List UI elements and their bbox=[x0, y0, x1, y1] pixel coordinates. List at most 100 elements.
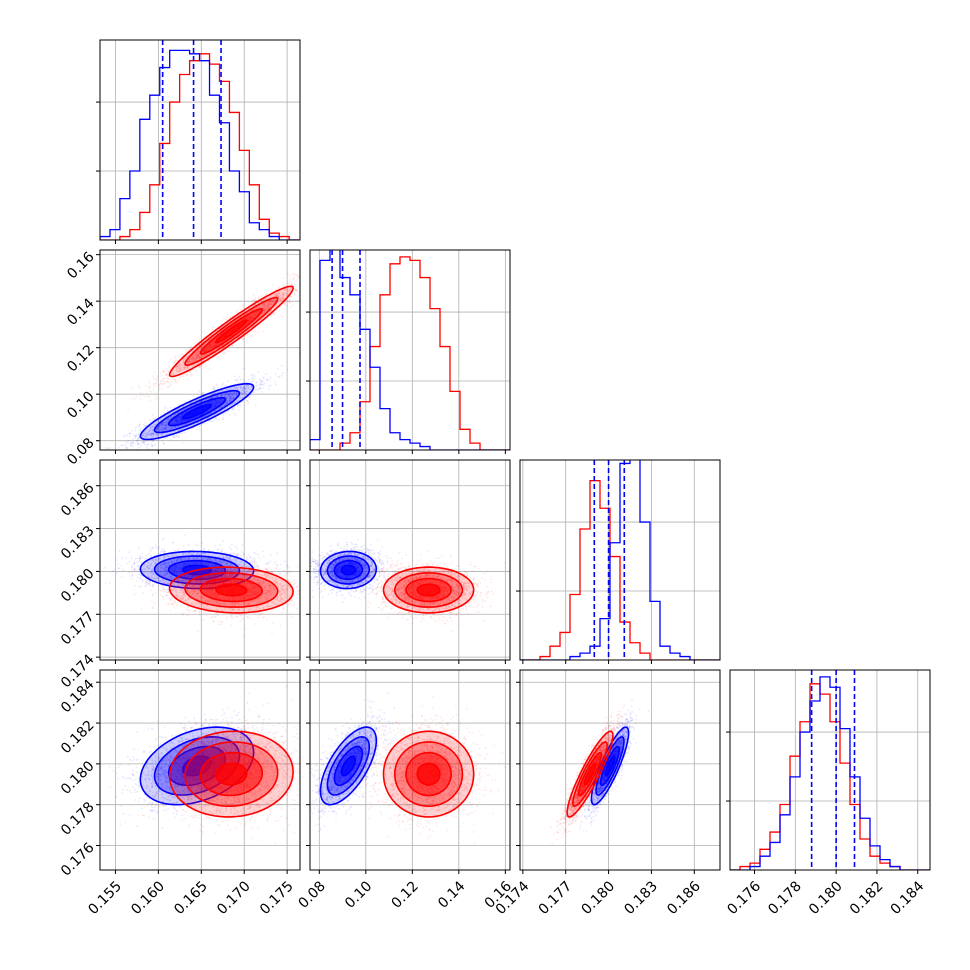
scatter-point bbox=[156, 375, 159, 378]
scatter-point bbox=[160, 423, 163, 426]
scatter-point bbox=[151, 425, 154, 428]
scatter-point bbox=[193, 357, 196, 360]
scatter-point bbox=[163, 408, 166, 411]
scatter-point bbox=[139, 427, 142, 430]
scatter-point bbox=[194, 419, 197, 422]
scatter-point bbox=[236, 347, 239, 350]
scatter-point bbox=[170, 358, 172, 360]
scatter-point bbox=[235, 386, 238, 389]
scatter-point bbox=[189, 361, 192, 364]
scatter-point bbox=[197, 366, 200, 369]
scatter-point bbox=[261, 294, 263, 297]
scatter-point bbox=[289, 278, 292, 280]
scatter-point bbox=[206, 398, 209, 401]
scatter-point bbox=[265, 292, 268, 295]
scatter-point bbox=[227, 399, 230, 402]
scatter-point bbox=[160, 422, 163, 425]
scatter-point bbox=[193, 359, 196, 362]
scatter-point bbox=[223, 318, 225, 320]
scatter-point bbox=[184, 426, 187, 429]
scatter-point bbox=[240, 378, 242, 381]
scatter-point bbox=[167, 377, 170, 379]
scatter-point bbox=[230, 397, 233, 400]
scatter-point bbox=[160, 425, 163, 428]
scatter-point bbox=[280, 297, 283, 300]
scatter-point bbox=[274, 289, 276, 291]
scatter-point bbox=[177, 365, 179, 368]
scatter-point bbox=[262, 312, 264, 315]
scatter-point bbox=[215, 383, 218, 386]
scatter-point bbox=[227, 394, 230, 396]
scatter-point bbox=[183, 365, 186, 368]
scatter-point bbox=[235, 394, 238, 397]
scatter-point bbox=[233, 375, 236, 377]
scatter-point bbox=[155, 433, 158, 436]
scatter-point bbox=[193, 353, 196, 355]
scatter-point bbox=[188, 360, 191, 363]
scatter-point bbox=[212, 387, 215, 390]
panel-0-0 bbox=[96, 39, 301, 244]
scatter-point bbox=[132, 441, 134, 443]
scatter-point bbox=[159, 372, 162, 375]
scatter-point bbox=[164, 421, 167, 424]
scatter-point bbox=[156, 377, 159, 380]
scatter-point bbox=[249, 395, 252, 397]
scatter-point bbox=[131, 445, 134, 447]
scatter-point bbox=[183, 368, 186, 371]
scatter-point bbox=[213, 392, 215, 395]
scatter-point bbox=[210, 411, 213, 414]
scatter-point bbox=[152, 432, 155, 435]
scatter-point bbox=[178, 367, 181, 370]
scatter-point bbox=[226, 397, 229, 400]
scatter-point bbox=[143, 432, 146, 435]
scatter-point bbox=[279, 299, 282, 302]
scatter-point bbox=[161, 427, 163, 430]
scatter-point bbox=[288, 289, 291, 292]
scatter-point bbox=[159, 383, 161, 386]
scatter-point bbox=[164, 437, 167, 440]
scatter-point bbox=[181, 361, 184, 364]
scatter-point bbox=[193, 420, 196, 422]
scatter-point bbox=[152, 439, 155, 442]
scatter-point bbox=[142, 441, 145, 444]
scatter-point bbox=[176, 435, 179, 438]
scatter-point bbox=[186, 378, 189, 381]
scatter-point bbox=[281, 298, 284, 301]
scatter-point bbox=[247, 378, 250, 381]
scatter-point bbox=[258, 316, 260, 318]
scatter-point bbox=[224, 401, 227, 404]
scatter-point bbox=[173, 426, 176, 429]
scatter-point bbox=[230, 398, 233, 401]
scatter-point bbox=[174, 409, 177, 412]
scatter-point bbox=[238, 397, 241, 400]
scatter-point bbox=[198, 401, 200, 404]
scatter-point bbox=[237, 378, 240, 381]
scatter-point bbox=[257, 331, 260, 333]
scatter-point bbox=[217, 391, 220, 394]
scatter-point bbox=[202, 345, 205, 348]
scatter-point bbox=[198, 366, 201, 369]
scatter-point bbox=[161, 424, 164, 427]
scatter-point bbox=[263, 309, 265, 312]
scatter-point bbox=[253, 375, 256, 377]
scatter-point bbox=[274, 304, 277, 307]
scatter-point bbox=[229, 398, 232, 400]
scatter-point bbox=[197, 357, 200, 359]
scatter-point bbox=[219, 358, 222, 361]
scatter-point bbox=[148, 386, 151, 389]
scatter-point bbox=[160, 423, 163, 425]
scatter-point bbox=[229, 393, 231, 395]
scatter-point bbox=[187, 361, 190, 363]
scatter-point bbox=[266, 317, 269, 320]
scatter-point bbox=[239, 388, 242, 390]
scatter-point bbox=[195, 369, 198, 372]
scatter-point bbox=[152, 377, 155, 380]
scatter-point bbox=[148, 390, 151, 392]
scatter-point bbox=[158, 425, 160, 428]
scatter-point bbox=[193, 358, 196, 360]
scatter-point bbox=[215, 412, 218, 415]
scatter-point bbox=[270, 376, 272, 379]
scatter-point bbox=[140, 395, 143, 397]
scatter-point bbox=[152, 432, 155, 435]
scatter-point bbox=[130, 441, 132, 444]
